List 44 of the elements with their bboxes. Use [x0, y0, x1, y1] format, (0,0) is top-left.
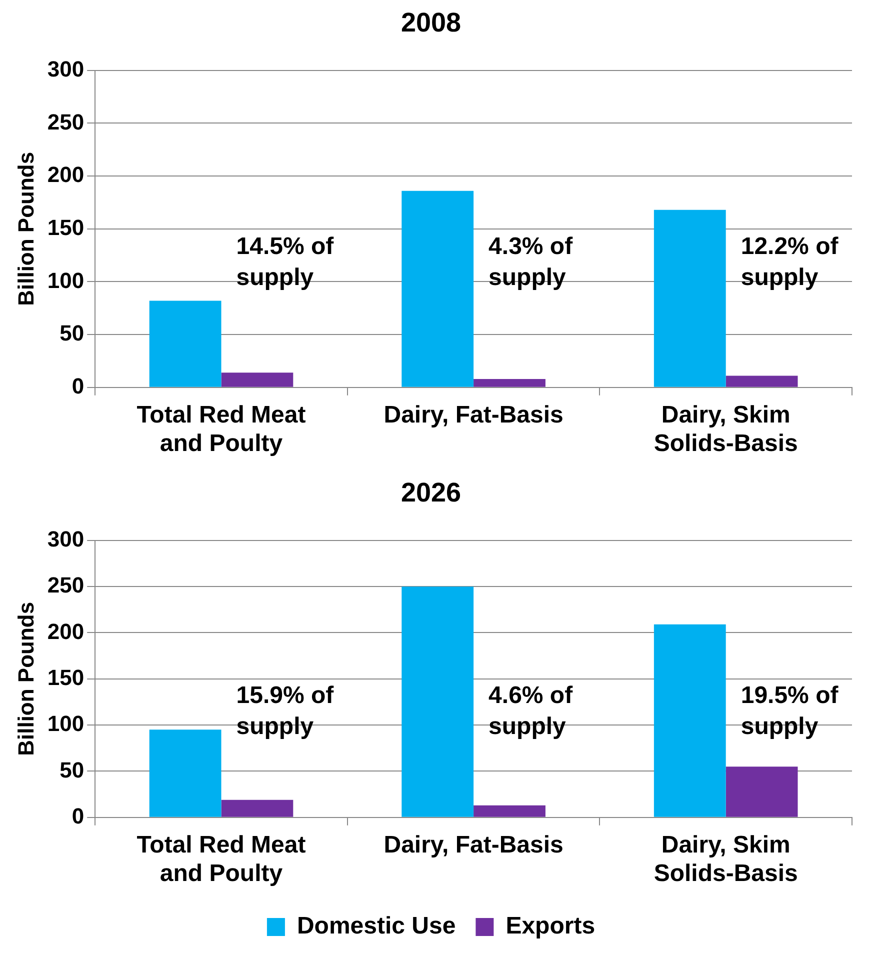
x-tick-label: Dairy, Fat-Basis [384, 831, 564, 858]
x-tick-label: Total Red Meat and Poulty [136, 831, 306, 888]
bar [221, 800, 294, 817]
bar [402, 586, 474, 817]
annotation: 15.9% of supply [236, 682, 335, 740]
y-tick-label: 50 [60, 757, 84, 782]
y-tick-label: 150 [47, 664, 84, 690]
bar [474, 805, 546, 817]
x-tick-label: Dairy, Skim Solids-Basis [654, 831, 798, 888]
bar [654, 210, 726, 387]
y-tick-label: 300 [47, 526, 84, 552]
y-axis-title: Billion Pounds [13, 602, 38, 756]
y-tick-label: 250 [47, 572, 84, 598]
y-tick-label: 300 [47, 56, 84, 82]
annotation: 14.5% of supply [236, 232, 335, 291]
bar [149, 300, 222, 387]
annotation: 12.2% of supply [740, 232, 840, 291]
y-tick-label: 200 [47, 618, 84, 644]
y-tick-label: 0 [72, 373, 84, 398]
annotation: 4.6% of supply [488, 682, 574, 740]
y-axis-title: Billion Pounds [13, 152, 38, 306]
bar [221, 372, 294, 387]
y-tick-label: 0 [72, 803, 84, 828]
x-tick-label: Dairy, Skim Solids-Basis [654, 401, 798, 458]
bar [149, 730, 222, 817]
y-tick-label: 250 [47, 109, 84, 134]
x-tick-label: Dairy, Fat-Basis [384, 401, 564, 428]
annotation: 19.5% of supply [740, 682, 840, 740]
bar [654, 624, 726, 817]
bar [726, 376, 798, 387]
bar [402, 190, 474, 387]
chart-title: 2026 [400, 478, 462, 508]
annotation: 4.3% of supply [488, 232, 574, 291]
x-tick-label: Total Red Meat and Poulty [136, 401, 306, 458]
legend-label: Domestic Use [296, 912, 456, 940]
y-tick-label: 100 [47, 711, 84, 736]
y-tick-label: 50 [60, 320, 84, 346]
y-tick-label: 100 [47, 268, 84, 293]
legend-label: Exports [506, 912, 596, 940]
y-tick-label: 150 [47, 214, 84, 240]
bar [726, 766, 798, 817]
bar [474, 378, 546, 387]
y-tick-label: 200 [47, 162, 84, 188]
chart-title: 2008 [400, 8, 462, 38]
